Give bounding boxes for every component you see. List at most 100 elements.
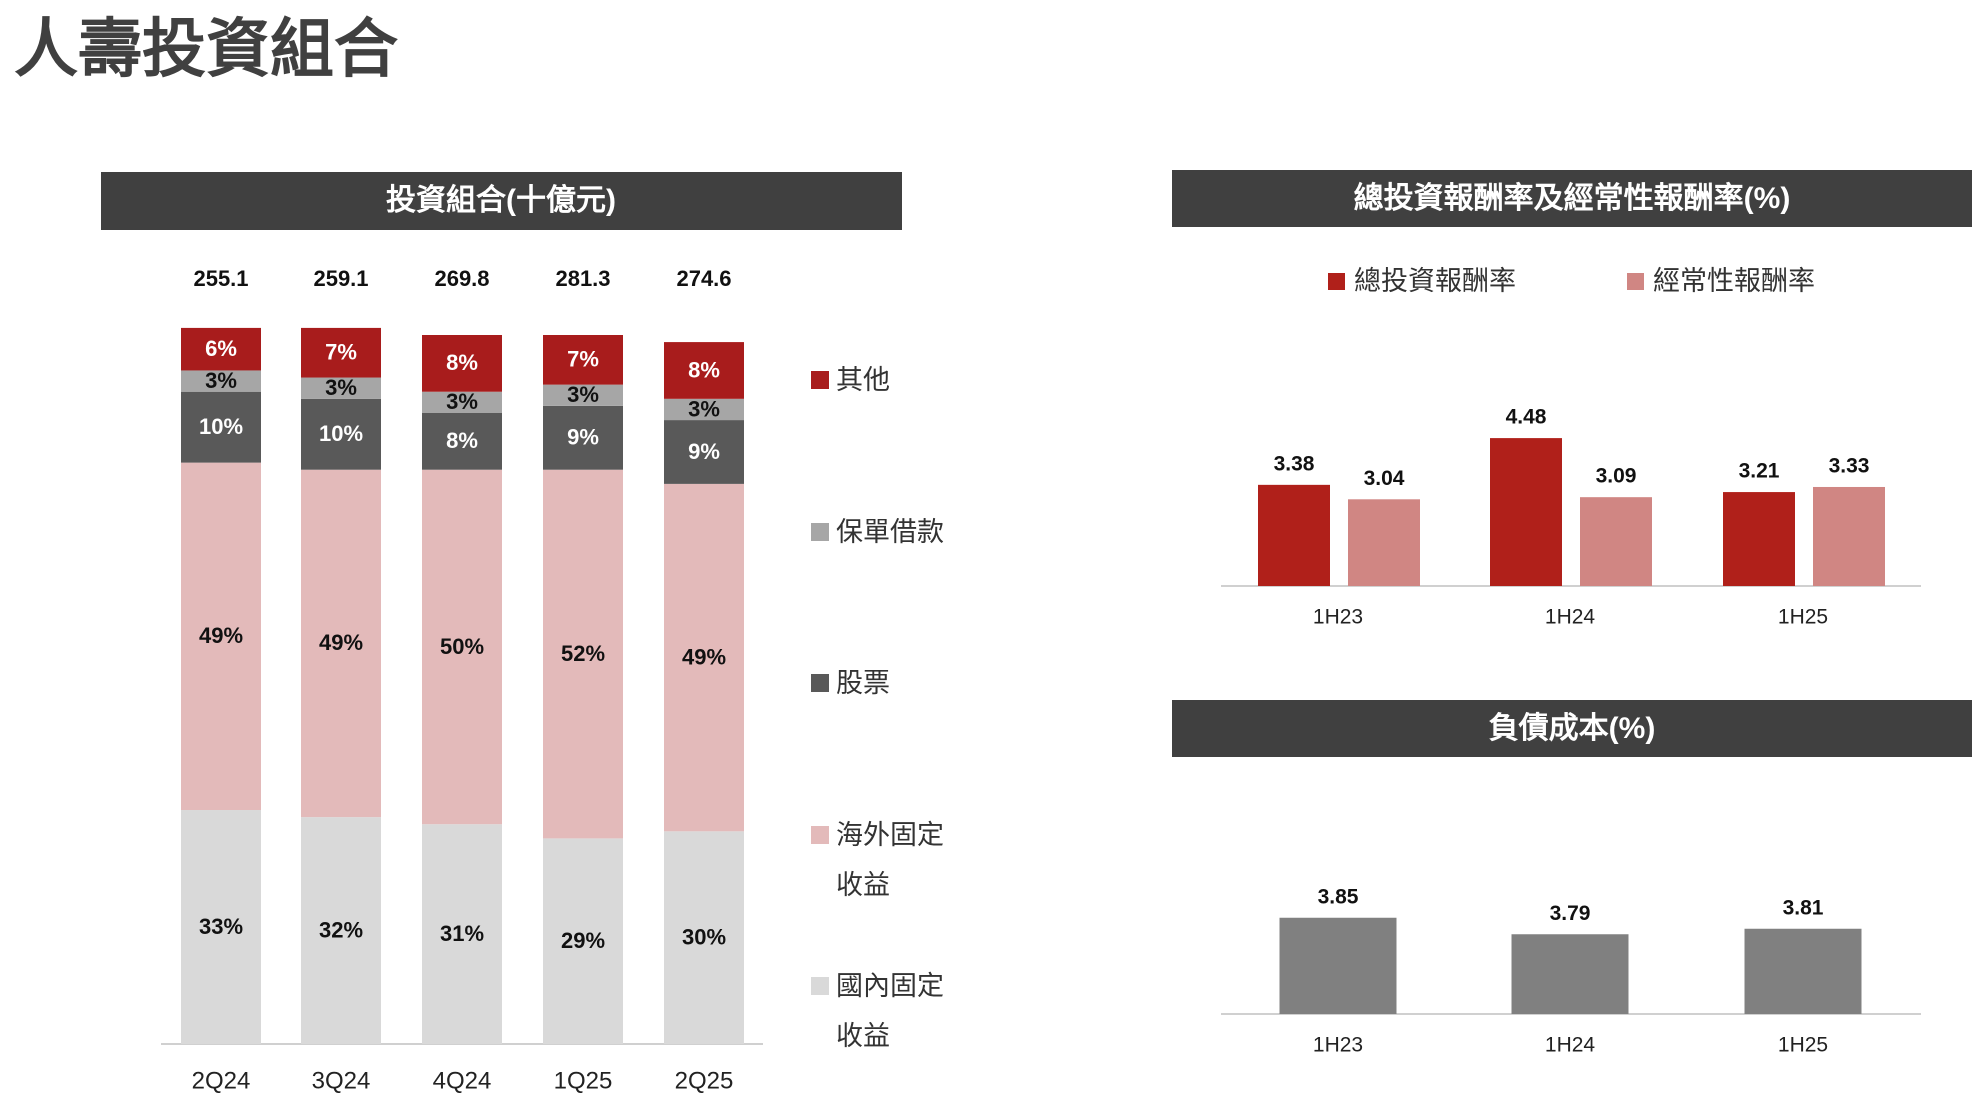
x-tick-label: 2Q24 [192, 1067, 251, 1094]
bar-segment [422, 412, 502, 470]
bar-segment [422, 335, 502, 392]
legend-swatch [1627, 273, 1644, 290]
bar-segment [181, 810, 261, 1044]
legend-swatch [811, 371, 829, 389]
header-bar [1172, 700, 1972, 757]
bar [1813, 486, 1885, 586]
legend-swatch [1328, 273, 1345, 290]
total-label: 281.3 [555, 266, 610, 291]
data-label: 50% [440, 634, 484, 659]
bar-segment [664, 398, 744, 421]
bar [1723, 492, 1795, 586]
data-label: 31% [440, 921, 484, 946]
chart-title: 投資組合(十億元) [386, 183, 616, 217]
data-label: 10% [319, 421, 363, 446]
data-label: 9% [567, 425, 599, 450]
total-label: 269.8 [434, 266, 489, 291]
x-tick-label: 3Q24 [312, 1067, 371, 1094]
data-label: 8% [688, 357, 720, 382]
bar-segment [181, 462, 261, 811]
data-label: 3.79 [1550, 902, 1591, 925]
bar-segment [664, 420, 744, 484]
bar-segment [664, 831, 744, 1044]
data-label: 3% [446, 389, 478, 414]
bar-segment [181, 391, 261, 463]
x-tick-label: 2Q25 [675, 1067, 734, 1094]
bar [1511, 934, 1629, 1014]
legend-label: 總投資報酬率 [1354, 266, 1516, 296]
bar-segment [543, 469, 623, 839]
data-label: 8% [446, 350, 478, 375]
data-label: 9% [688, 439, 720, 464]
bar-segment [181, 327, 261, 371]
legend-swatch [811, 977, 829, 995]
bar-segment [422, 391, 502, 413]
bar-segment [301, 377, 381, 399]
data-label: 49% [682, 644, 726, 669]
data-label: 3% [325, 375, 357, 400]
bar-segment [301, 327, 381, 378]
data-label: 7% [567, 347, 599, 372]
legend-label: 保單借款 [836, 517, 944, 547]
chart-title: 負債成本(%) [1489, 712, 1656, 745]
data-label: 33% [199, 914, 243, 939]
legend-label: 經常性報酬率 [1653, 266, 1815, 296]
data-label: 6% [205, 336, 237, 361]
x-tick-label: 1H23 [1313, 1034, 1363, 1057]
bar-segment [543, 405, 623, 470]
bar-segment [543, 335, 623, 385]
header-bar [101, 172, 902, 230]
x-tick-label: 1H24 [1545, 1034, 1596, 1057]
x-tick-label: 1H25 [1778, 1034, 1828, 1057]
bar [1490, 438, 1562, 586]
legend-swatch [811, 674, 829, 692]
data-label: 8% [446, 428, 478, 453]
bar [1744, 928, 1862, 1014]
data-label: 3% [205, 368, 237, 393]
bar-segment [301, 398, 381, 470]
legend-label: 國內固定收益 [836, 971, 944, 1051]
legend-swatch [811, 523, 829, 541]
bar-segment [664, 342, 744, 399]
data-label: 3.38 [1274, 452, 1315, 475]
total-label: 255.1 [193, 266, 248, 291]
data-label: 3.21 [1739, 460, 1780, 483]
data-label: 32% [319, 917, 363, 942]
data-label: 3.85 [1318, 885, 1359, 908]
bar [1580, 497, 1652, 586]
bar-segment [543, 838, 623, 1044]
data-label: 29% [561, 928, 605, 953]
data-label: 49% [319, 630, 363, 655]
bar-segment [543, 384, 623, 406]
data-label: 52% [561, 641, 605, 666]
data-label: 3.04 [1364, 467, 1405, 490]
bar-segment [301, 469, 381, 818]
bar-segment [301, 817, 381, 1044]
data-label: 10% [199, 414, 243, 439]
legend-swatch [811, 826, 829, 844]
x-tick-label: 1H25 [1778, 606, 1828, 629]
data-label: 7% [325, 340, 357, 365]
x-tick-label: 1H24 [1545, 606, 1596, 629]
page-title: 人壽投資組合 [14, 13, 398, 85]
bar [1258, 484, 1330, 586]
total-label: 274.6 [676, 266, 731, 291]
total-label: 259.1 [313, 266, 368, 291]
legend-label: 股票 [836, 668, 890, 698]
data-label: 49% [199, 623, 243, 648]
legend-label: 其他 [836, 365, 890, 395]
data-label: 3% [688, 396, 720, 421]
x-tick-label: 1Q25 [554, 1067, 613, 1094]
header-bar [1172, 170, 1972, 227]
bar-segment [422, 824, 502, 1044]
data-label: 3% [567, 382, 599, 407]
data-label: 3.33 [1829, 455, 1870, 478]
data-label: 3.81 [1783, 896, 1824, 919]
bar [1279, 917, 1397, 1014]
x-tick-label: 4Q24 [433, 1067, 492, 1094]
bar-segment [181, 370, 261, 392]
bar [1348, 499, 1420, 586]
data-label: 3.09 [1596, 465, 1637, 488]
